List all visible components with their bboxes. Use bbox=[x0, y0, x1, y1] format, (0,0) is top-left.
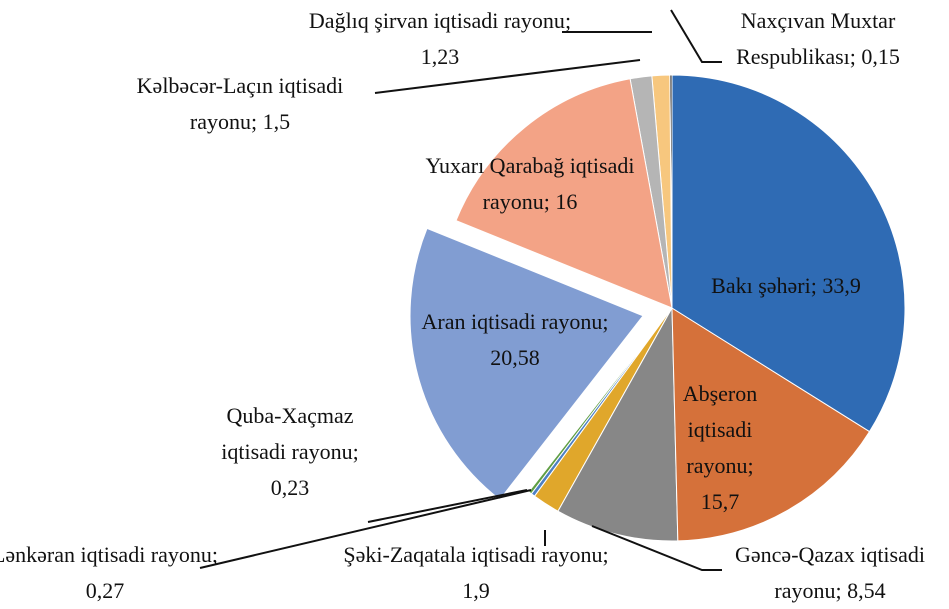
data-label: Lənkəran iqtisadi rayonu; 0,27 bbox=[0, 537, 220, 609]
label-part: ; bbox=[849, 44, 862, 69]
data-label: Yuxarı Qarabağ iqtisadi rayonu; 16 bbox=[415, 148, 645, 220]
leader-line bbox=[367, 489, 528, 523]
label-part: Yuxarı Qarabağ iqtisadi rayonu bbox=[425, 153, 635, 214]
label-part: 20,58 bbox=[490, 345, 540, 370]
label-part: ; bbox=[250, 109, 263, 134]
data-label: Abşeron iqtisadi rayonu; 15,7 bbox=[665, 376, 775, 520]
data-label: Quba-Xaçmaz iqtisadi rayonu; 0,23 bbox=[220, 398, 360, 506]
label-part: Bakı şəhəri bbox=[711, 273, 811, 298]
data-label: Naxçıvan Muxtar Respublikası; 0,15 bbox=[718, 3, 918, 75]
data-label: Kəlbəcər-Laçın iqtisadi rayonu; 1,5 bbox=[105, 68, 375, 140]
label-part: 15,7 bbox=[700, 489, 740, 514]
label-part: 1,5 bbox=[262, 109, 291, 134]
label-part: 0,23 bbox=[270, 475, 310, 500]
label-part: ; bbox=[602, 542, 609, 567]
label-part: Quba-Xaçmaz iqtisadi rayonu bbox=[221, 403, 354, 464]
pie-slice bbox=[409, 227, 644, 501]
leader-line bbox=[591, 525, 722, 571]
label-part: 16 bbox=[555, 189, 578, 214]
label-part: 0,27 bbox=[85, 578, 125, 603]
data-label: Aran iqtisadi rayonu; 20,58 bbox=[415, 304, 615, 376]
label-part: 1,23 bbox=[420, 44, 460, 69]
label-part: 1,9 bbox=[462, 578, 490, 603]
label-part: 33,9 bbox=[822, 273, 861, 298]
pie-slice bbox=[671, 307, 871, 542]
label-part: 8,54 bbox=[847, 578, 886, 603]
pie-slice bbox=[455, 78, 673, 309]
label-part: Gəncə-Qazax iqtisadi rayonu bbox=[735, 542, 925, 603]
leader-line bbox=[199, 489, 532, 569]
label-part: Aran iqtisadi rayonu bbox=[421, 309, 603, 334]
label-part: ; bbox=[835, 578, 848, 603]
label-part: Kəlbəcər-Laçın iqtisadi rayonu bbox=[136, 73, 344, 134]
label-part: ; bbox=[352, 439, 359, 464]
leader-line bbox=[670, 9, 722, 63]
label-part: ; bbox=[747, 453, 754, 478]
data-label: Bakı şəhəri; 33,9 bbox=[671, 268, 901, 304]
pie-slice bbox=[557, 306, 679, 542]
leader-lines bbox=[199, 9, 722, 571]
label-part: Dağlıq şirvan iqtisadi rayonu bbox=[308, 8, 565, 33]
data-label: Şəki-Zaqatala iqtisadi rayonu; 1,9 bbox=[341, 537, 611, 609]
label-part: 0,15 bbox=[861, 44, 900, 69]
label-part: Abşeron iqtisadi rayonu bbox=[682, 381, 758, 478]
label-part: ; bbox=[543, 189, 556, 214]
label-part: ; bbox=[810, 273, 823, 298]
label-part: ; bbox=[211, 542, 219, 567]
label-part: Şəki-Zaqatala iqtisadi rayonu bbox=[343, 542, 603, 567]
data-label: Dağlıq şirvan iqtisadi rayonu; 1,23 bbox=[305, 3, 575, 75]
label-part: ; bbox=[564, 8, 572, 33]
label-part: ; bbox=[602, 309, 609, 334]
label-part: Lənkəran iqtisadi rayonu bbox=[0, 542, 212, 567]
data-label: Gəncə-Qazax iqtisadi rayonu; 8,54 bbox=[700, 537, 949, 609]
label-part: Naxçıvan Muxtar Respublikası bbox=[736, 8, 896, 69]
pie-slice bbox=[671, 74, 906, 433]
leader-line bbox=[374, 59, 641, 94]
